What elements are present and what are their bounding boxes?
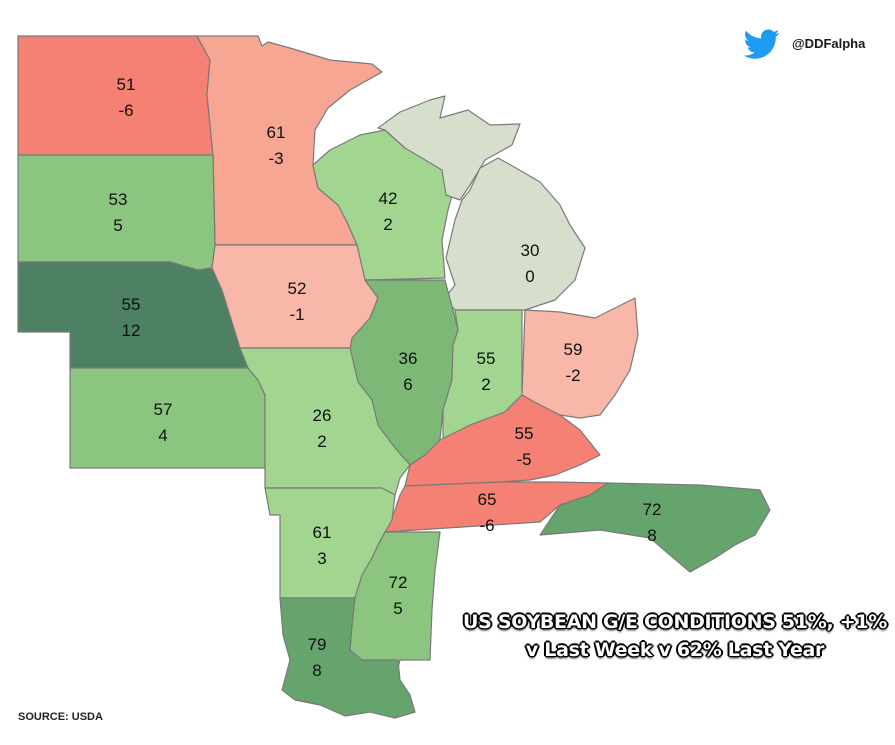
state-north-carolina: [539, 482, 771, 573]
state-value-louisiana: 79: [308, 635, 327, 654]
state-value-mississippi: 72: [389, 573, 408, 592]
state-value-arkansas: 61: [313, 523, 332, 542]
state-change-nebraska: 12: [122, 321, 141, 340]
state-value-south-dakota: 53: [109, 190, 128, 209]
state-value-wisconsin: 42: [379, 189, 398, 208]
state-michigan: [377, 95, 521, 201]
state-change-missouri: 2: [317, 432, 326, 451]
state-change-tennessee: -6: [479, 516, 494, 535]
state-value-michigan: 30: [521, 241, 540, 260]
state-value-missouri: 26: [313, 406, 332, 425]
state-change-indiana: 2: [481, 375, 490, 394]
state-value-north-dakota: 51: [117, 75, 136, 94]
state-value-north-carolina: 72: [643, 500, 662, 519]
state-change-arkansas: 3: [317, 549, 326, 568]
state-north-dakota: [17, 35, 214, 156]
state-labels: 51-661-3535422300551252-136655259-257426…: [109, 75, 662, 680]
state-value-tennessee: 65: [478, 490, 497, 509]
twitter-bird-icon[interactable]: [740, 26, 784, 62]
source-note: SOURCE: USDA: [18, 711, 103, 723]
state-change-illinois: 6: [403, 375, 412, 394]
state-value-kentucky: 55: [515, 424, 534, 443]
state-change-kentucky: -5: [516, 450, 531, 469]
state-value-nebraska: 55: [122, 295, 141, 314]
state-change-south-dakota: 5: [113, 216, 122, 235]
state-change-minnesota: -3: [268, 149, 283, 168]
state-missouri: [239, 347, 411, 496]
state-value-minnesota: 61: [267, 123, 286, 142]
state-kentucky: [404, 394, 601, 487]
state-value-illinois: 36: [399, 349, 418, 368]
state-louisiana: [279, 597, 416, 719]
state-south-dakota: [17, 154, 216, 271]
state-nebraska: [17, 261, 249, 369]
state-value-indiana: 55: [477, 349, 496, 368]
state-michigan-lower: [444, 157, 586, 311]
state-value-iowa: 52: [288, 279, 307, 298]
state-change-kansas: 4: [158, 426, 167, 445]
state-value-kansas: 57: [154, 400, 173, 419]
state-change-michigan: 0: [525, 267, 534, 286]
state-wisconsin: [312, 129, 456, 281]
twitter-handle[interactable]: @DDFalpha: [792, 36, 866, 51]
state-value-ohio: 59: [564, 340, 583, 359]
state-change-louisiana: 8: [312, 661, 321, 680]
headline: US SOYBEAN G/E CONDITIONS 51%, +1% v Las…: [460, 608, 890, 664]
state-change-north-carolina: 8: [647, 526, 656, 545]
headline-line-2: v Last Week v 62% Last Year: [525, 639, 825, 661]
state-change-ohio: -2: [565, 366, 580, 385]
state-change-iowa: -1: [289, 305, 304, 324]
state-change-wisconsin: 2: [383, 215, 392, 234]
headline-line-1: US SOYBEAN G/E CONDITIONS 51%, +1%: [463, 611, 887, 633]
state-change-mississippi: 5: [393, 599, 402, 618]
state-change-north-dakota: -6: [118, 101, 133, 120]
